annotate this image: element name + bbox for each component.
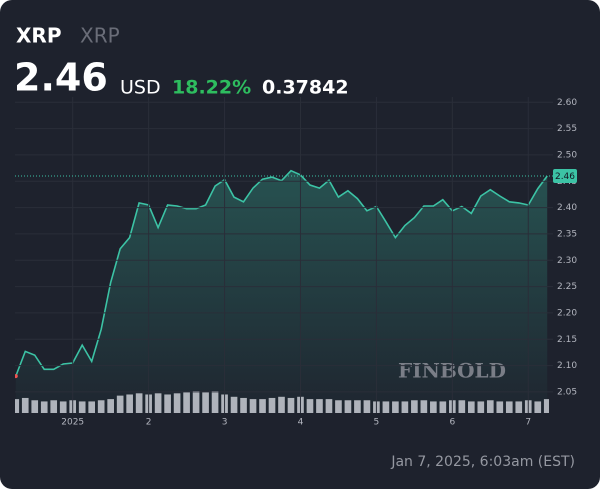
- volume-bar: [268, 397, 276, 413]
- volume-bar: [486, 400, 494, 413]
- x-tick-label: 2: [146, 418, 152, 428]
- volume-bar: [325, 399, 333, 413]
- volume-bar: [287, 397, 295, 413]
- volume-bar: [164, 394, 171, 413]
- volume-bar: [249, 399, 257, 413]
- volume-bar: [135, 393, 143, 413]
- volume-bar: [505, 401, 513, 413]
- y-tick-label: 2.25: [557, 282, 577, 292]
- price: 2.46: [14, 56, 108, 100]
- x-tick-label: 2025: [61, 418, 84, 428]
- volume-bar: [344, 400, 352, 413]
- y-tick-label: 2.30: [557, 256, 577, 266]
- x-tick-label: 6: [449, 418, 455, 428]
- volume-bar: [363, 400, 371, 413]
- volume-bar: [31, 400, 39, 413]
- volume-bar: [316, 399, 323, 413]
- volume-bar: [173, 393, 181, 413]
- volume-bar: [240, 397, 247, 413]
- y-tick-label: 2.15: [557, 335, 577, 345]
- volume-bar: [116, 395, 124, 413]
- volume-bar: [401, 401, 409, 413]
- volume-bar: [230, 396, 238, 413]
- volume-bar: [439, 401, 447, 413]
- volume-bar: [202, 392, 209, 413]
- volume-bar: [335, 400, 342, 413]
- volume-bar: [192, 391, 200, 413]
- change-percent: 18.22%: [172, 77, 251, 99]
- volume-bar: [534, 401, 542, 413]
- x-tick-label: 5: [374, 418, 380, 428]
- volume-bar: [259, 399, 266, 413]
- y-tick-label: 2.50: [557, 150, 577, 160]
- x-tick-label: 7: [525, 418, 531, 428]
- symbol: XRP: [16, 24, 61, 48]
- y-tick-label: 2.05: [557, 387, 577, 397]
- volume-bar: [211, 391, 219, 413]
- y-tick-label: 2.40: [557, 203, 577, 213]
- volume-bar: [430, 401, 437, 413]
- y-tick-label: 2.20: [557, 308, 577, 318]
- volume-bar: [306, 399, 314, 413]
- volume-bar: [88, 401, 96, 413]
- volume-bar: [40, 401, 48, 413]
- start-dot: [15, 374, 18, 379]
- volume-bar: [50, 400, 58, 413]
- y-tick-label: 2.10: [557, 361, 577, 371]
- volume-bar: [278, 396, 285, 413]
- x-tick-label: 4: [298, 418, 304, 428]
- volume-bar: [458, 400, 466, 413]
- volume-bar: [467, 401, 475, 413]
- volume-bar: [107, 399, 114, 413]
- volume-bar: [392, 401, 399, 413]
- volume-bar: [59, 401, 67, 413]
- volume-bar: [496, 401, 504, 413]
- volume-bar: [543, 399, 549, 413]
- volume-bar: [183, 392, 190, 413]
- change: 0.37842: [262, 77, 349, 99]
- y-tick-label: 2.60: [557, 98, 577, 108]
- volume-bar: [126, 394, 133, 413]
- asset-name: XRP: [80, 24, 120, 48]
- volume-bar: [15, 399, 20, 413]
- volume-bar: [354, 400, 361, 413]
- volume-bar: [154, 393, 162, 413]
- volume-bar: [411, 400, 418, 413]
- volume-bar: [78, 401, 86, 413]
- volume-bar: [420, 400, 428, 413]
- last-price-label: 2.46: [555, 172, 575, 182]
- x-tick-label: 3: [222, 418, 228, 428]
- currency: USD: [120, 77, 161, 99]
- y-tick-label: 2.55: [557, 124, 577, 134]
- volume-bar: [382, 401, 390, 413]
- last-price-marker: [553, 169, 577, 183]
- volume-bar: [97, 400, 105, 413]
- volume-bar: [21, 397, 29, 413]
- volume-bar: [477, 401, 485, 413]
- volume-bar: [515, 401, 523, 413]
- timestamp: Jan 7, 2025, 6:03am (EST): [390, 454, 575, 470]
- y-tick-label: 2.35: [557, 229, 577, 239]
